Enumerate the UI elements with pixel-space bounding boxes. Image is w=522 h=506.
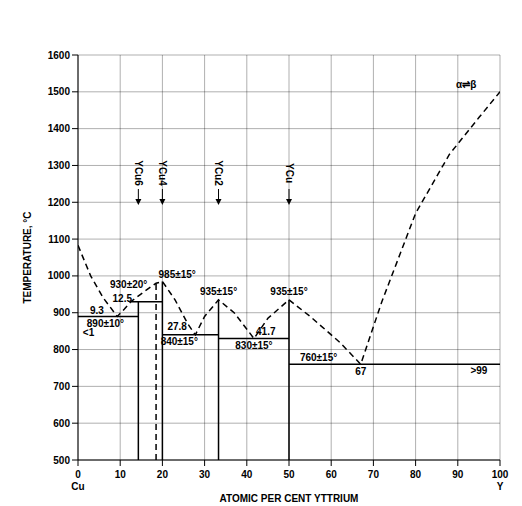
svg-text:760±15°: 760±15° — [300, 352, 337, 363]
svg-text:Cu: Cu — [71, 481, 84, 492]
svg-text:41.7: 41.7 — [256, 326, 276, 337]
svg-text:ATOMIC PER CENT YTTRIUM: ATOMIC PER CENT YTTRIUM — [220, 493, 359, 504]
svg-text:1600: 1600 — [48, 50, 71, 61]
svg-text:20: 20 — [157, 469, 169, 480]
svg-text:1100: 1100 — [48, 234, 70, 245]
svg-text:70: 70 — [368, 469, 380, 480]
svg-text:YCu: YCu — [284, 163, 295, 183]
svg-text:800: 800 — [53, 344, 70, 355]
svg-text:1300: 1300 — [48, 160, 71, 171]
svg-text:90: 90 — [452, 469, 464, 480]
svg-text:900: 900 — [53, 307, 70, 318]
svg-text:<1: <1 — [83, 327, 95, 338]
svg-text:12.5: 12.5 — [113, 293, 133, 304]
svg-text:30: 30 — [199, 469, 211, 480]
svg-text:YCu4: YCu4 — [157, 160, 168, 186]
svg-text:1000: 1000 — [48, 270, 71, 281]
svg-text:YCu2: YCu2 — [213, 160, 224, 186]
svg-text:40: 40 — [241, 469, 253, 480]
svg-text:1200: 1200 — [48, 197, 71, 208]
svg-text:930±20°: 930±20° — [110, 279, 147, 290]
svg-text:>99: >99 — [470, 365, 487, 376]
svg-text:60: 60 — [326, 469, 338, 480]
svg-text:1500: 1500 — [48, 86, 71, 97]
svg-text:Y: Y — [497, 481, 504, 492]
svg-text:YCu6: YCu6 — [133, 160, 144, 186]
svg-text:500: 500 — [53, 455, 70, 466]
svg-text:80: 80 — [410, 469, 422, 480]
svg-text:27.8: 27.8 — [167, 321, 187, 332]
svg-text:10: 10 — [115, 469, 127, 480]
svg-text:840±15°: 840±15° — [161, 336, 198, 347]
svg-text:α⇌β: α⇌β — [456, 79, 476, 90]
svg-text:100: 100 — [492, 469, 509, 480]
svg-text:935±15°: 935±15° — [270, 286, 307, 297]
svg-text:0: 0 — [75, 469, 81, 480]
svg-text:1400: 1400 — [48, 123, 71, 134]
svg-text:TEMPERATURE, °C: TEMPERATURE, °C — [22, 211, 33, 303]
svg-text:9.3: 9.3 — [90, 305, 104, 316]
svg-text:50: 50 — [283, 469, 295, 480]
svg-text:830±15°: 830±15° — [235, 340, 272, 351]
svg-text:67: 67 — [355, 366, 367, 377]
svg-text:985±15°: 985±15° — [159, 269, 196, 280]
svg-text:600: 600 — [53, 418, 70, 429]
svg-text:700: 700 — [53, 381, 70, 392]
svg-text:935±15°: 935±15° — [200, 286, 237, 297]
svg-text:890±10°: 890±10° — [86, 318, 125, 330]
